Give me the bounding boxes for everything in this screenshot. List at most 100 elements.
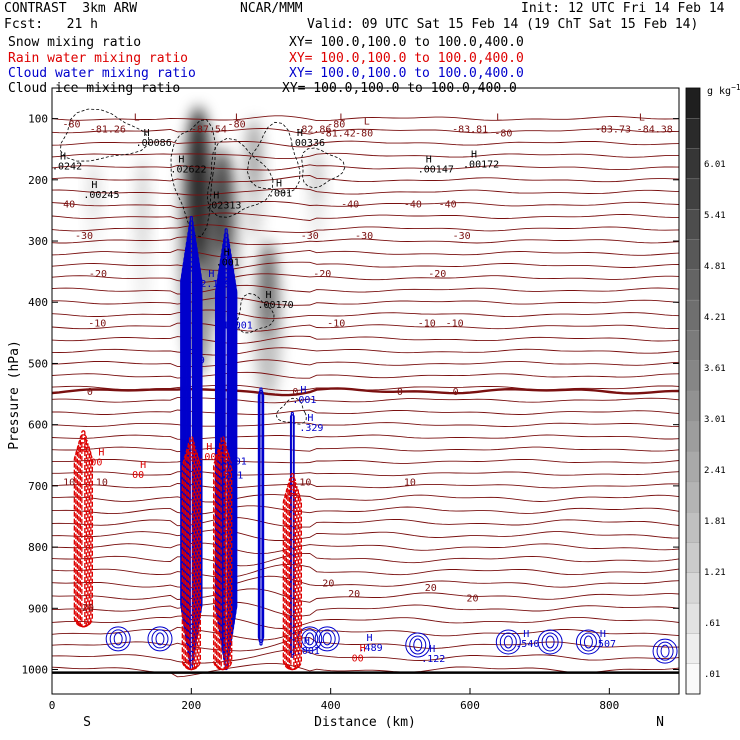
colorbar-segment — [685, 269, 701, 301]
isotherm-label: 20 — [425, 583, 437, 594]
cloud-water-contour — [503, 635, 513, 649]
cloud-water-contour — [180, 270, 203, 616]
isotherm-label: -30 — [453, 231, 471, 242]
cloud-water-contour — [405, 632, 431, 658]
isotherm — [52, 284, 679, 295]
maximum-marker: H — [307, 413, 313, 424]
y-tick-label: 200 — [28, 174, 48, 187]
maximum-value: .00172 — [463, 160, 499, 171]
isotherm — [52, 140, 679, 148]
header: CONTRAST 3km ARW NCAR/MMM Init: 12 UTC F… — [0, 0, 740, 100]
isotherm — [52, 322, 679, 332]
cloud-water-contour — [185, 238, 197, 648]
x-axis-start-label: S — [83, 715, 91, 730]
cloud-water-contour — [259, 387, 263, 646]
y-tick-label: 700 — [28, 480, 48, 493]
isotherm — [52, 397, 679, 404]
maximum-value: .001 — [268, 188, 292, 199]
x-axis-end-label: N — [656, 715, 664, 730]
cloud-ice-contour — [276, 397, 307, 425]
cloud-water-contour — [151, 629, 169, 649]
cloud-water-contour — [113, 632, 123, 646]
colorbar-label: 4.81 — [704, 262, 726, 272]
isotherm — [52, 615, 679, 629]
cloud-water-contour — [184, 243, 198, 643]
maximum-value: .02313 — [205, 201, 241, 212]
x-tick-label: 400 — [321, 699, 341, 712]
maximum-value: 1.39 — [181, 355, 205, 366]
maximum-value: .201 — [219, 471, 243, 482]
cloud-ice-contour — [236, 293, 275, 334]
colorbar-segment — [685, 390, 701, 422]
colorbar-unit: g kg−1 — [707, 83, 740, 97]
cloud-water-contour — [413, 638, 423, 652]
isotherm — [52, 371, 679, 379]
cloud-ice-contour — [59, 108, 149, 162]
isotherm — [52, 626, 679, 641]
rain-contour — [213, 456, 233, 671]
cloud-ice-contour — [206, 137, 274, 218]
isotherm — [52, 588, 679, 603]
colorbar-segment — [685, 209, 701, 240]
valid-time: Valid: 09 UTC Sat 15 Feb 14 (19 ChT Sat … — [307, 17, 699, 32]
isotherm — [52, 517, 679, 528]
x-tick-label: 800 — [599, 699, 619, 712]
isotherm — [52, 483, 679, 489]
x-tick-label: 200 — [181, 699, 201, 712]
isotherm-label: -30 — [355, 231, 373, 242]
colorbar-label: 1.21 — [704, 568, 726, 578]
cloud-water-contour — [109, 629, 127, 649]
maximum-value: .540 — [515, 639, 539, 650]
maximum-marker: H — [367, 633, 373, 644]
cloud-water-contour — [318, 629, 336, 649]
maximum-value: 00 — [90, 458, 102, 469]
init-time: Init: 12 UTC Fri 14 Feb 14 — [521, 1, 725, 16]
colorbar-segment — [685, 451, 701, 483]
cloud-water-contour — [183, 252, 200, 634]
cloud-water-contour — [188, 220, 194, 666]
cloud-water-contour — [652, 638, 678, 664]
maximum-marker: H — [276, 178, 282, 189]
maximum-value: .00086 — [136, 138, 172, 149]
rain-contour — [73, 450, 93, 628]
isotherm — [52, 200, 679, 209]
colorbar-label: 6.01 — [704, 160, 726, 170]
y-tick-label: 100 — [28, 113, 48, 126]
isotherm — [52, 212, 679, 221]
cloud-ice-contour — [170, 119, 216, 237]
low-value: -81.26 — [90, 124, 126, 135]
maximum-marker: H — [523, 629, 529, 640]
isotherm-label: 10 — [63, 478, 75, 489]
snow-core — [243, 118, 265, 242]
cloud-ice-contours — [59, 108, 346, 425]
cloud-water-contour — [184, 247, 199, 639]
maximum-value: 2.139 — [200, 279, 230, 290]
isotherm — [52, 249, 679, 259]
isotherm — [52, 347, 679, 356]
rain-contour — [288, 476, 297, 671]
maximum-marker: H — [98, 448, 104, 459]
isotherm — [52, 236, 679, 246]
isotherm — [52, 164, 679, 171]
cloud-water-contour — [155, 632, 165, 646]
y-tick-label: 500 — [28, 357, 48, 370]
colorbar-segment — [685, 512, 701, 543]
cloud-water-contour — [180, 265, 202, 621]
maximum-marker: H — [297, 128, 303, 139]
y-tick-label: 900 — [28, 602, 48, 615]
colorbar-label: .61 — [704, 619, 720, 629]
isotherm — [52, 359, 679, 368]
cloud-water-contour — [537, 629, 563, 655]
colorbar-label: 5.41 — [704, 211, 726, 221]
low-value: -82.86 — [295, 124, 331, 135]
colorbar-segment — [685, 148, 701, 180]
colorbar-segment — [685, 542, 701, 573]
isotherm — [52, 128, 679, 135]
low-marker: L — [364, 117, 370, 128]
maximum-marker: H — [231, 446, 237, 457]
isotherm-label: 20 — [348, 589, 360, 600]
maximum-marker: H — [360, 644, 366, 655]
cloud-water-contour — [181, 261, 201, 625]
